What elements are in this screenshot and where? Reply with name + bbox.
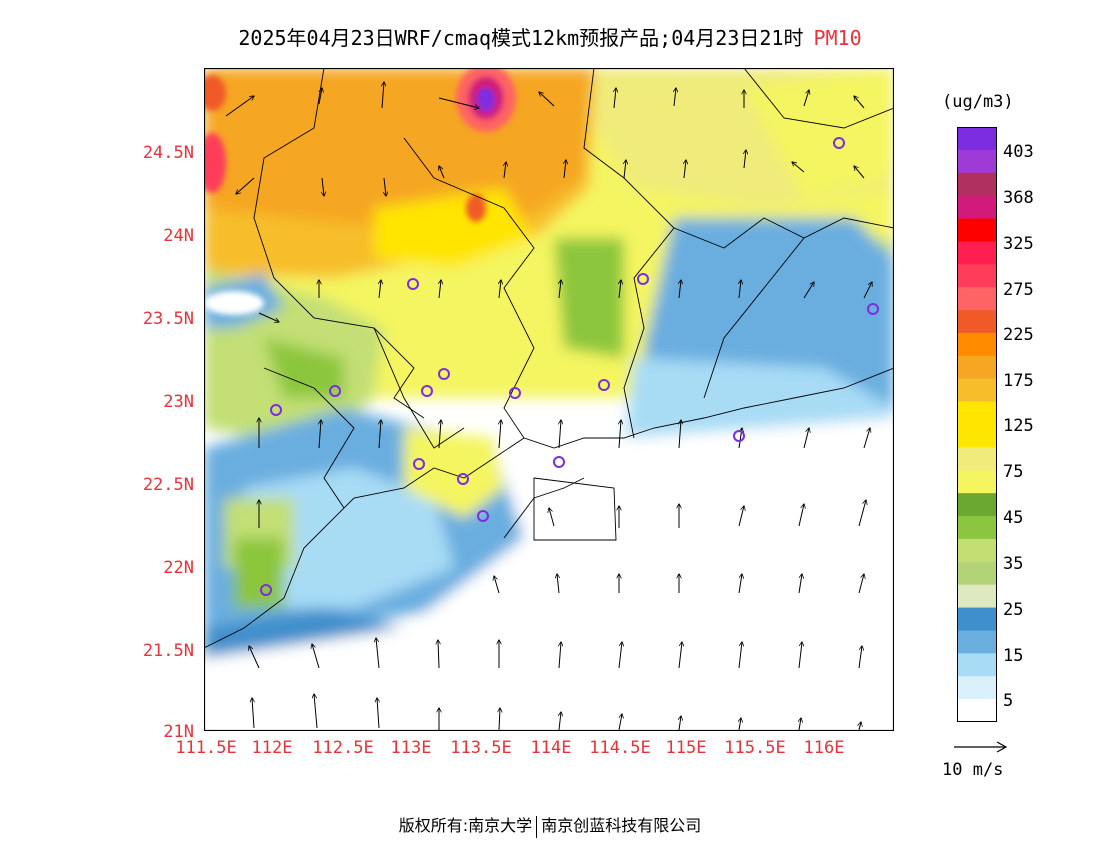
x-tick-label: 113.5E — [450, 738, 512, 758]
x-tick-label: 116E — [803, 738, 845, 758]
y-tick-label: 24N — [163, 226, 194, 246]
y-tick-label: 21N — [163, 722, 194, 742]
footer-divider — [536, 815, 538, 838]
colorbar-segment — [957, 676, 997, 700]
colorbar-label: 325 — [1003, 234, 1034, 254]
pm10-forecast-map — [204, 68, 894, 731]
colorbar-segment — [957, 172, 997, 197]
colorbar-segment — [957, 607, 997, 631]
colorbar-segment — [957, 538, 997, 563]
colorbar-label: 403 — [1003, 142, 1034, 162]
x-tick-label: 114.5E — [589, 738, 651, 758]
x-tick-label: 112E — [251, 738, 293, 758]
colorbar-segment — [957, 470, 997, 494]
colorbar-unit: (ug/m3) — [942, 92, 1014, 112]
title-text: 2025年04月23日WRF/cmaq模式12km预报产品;04月23日21时 — [238, 26, 804, 50]
colorbar-segment — [957, 561, 997, 586]
concentration-field — [204, 68, 894, 731]
wind-vectors — [225, 82, 872, 731]
x-tick-label: 114E — [530, 738, 572, 758]
colorbar-segment — [957, 218, 997, 242]
colorbar-segment — [957, 630, 997, 654]
x-tick-label: 111.5E — [175, 738, 237, 758]
colorbar-segment — [957, 584, 997, 609]
x-tick-label: 115E — [665, 738, 707, 758]
copyright-company: 南京创蓝科技有限公司 — [541, 816, 702, 835]
map-title: 2025年04月23日WRF/cmaq模式12km预报产品;04月23日21时 P… — [0, 22, 1100, 51]
colorbar-segment — [957, 401, 997, 425]
colorbar-segment — [957, 127, 997, 151]
title-variable: PM10 — [813, 26, 862, 50]
colorbar-segment — [957, 378, 997, 403]
colorbar-segment — [957, 332, 997, 357]
colorbar-label: 15 — [1003, 646, 1024, 666]
wind-scale-arrow-icon — [954, 741, 1008, 753]
colorbar-label: 5 — [1003, 691, 1014, 711]
colorbar-label: 75 — [1003, 462, 1024, 482]
y-tick-label: 22.5N — [142, 475, 194, 495]
colorbar-frame — [957, 127, 997, 722]
colorbar-label: 45 — [1003, 508, 1024, 528]
colorbar-segment — [957, 355, 997, 380]
map-frame — [204, 68, 894, 731]
colorbar-label: 368 — [1003, 188, 1034, 208]
colorbar-segment — [957, 699, 997, 722]
colorbar-label: 225 — [1003, 325, 1034, 345]
station-markers — [260, 89, 879, 596]
y-tick-label: 22N — [163, 558, 194, 578]
colorbar-segment — [957, 241, 997, 265]
copyright: 版权所有:南京大学 南京创蓝科技有限公司 — [0, 812, 1100, 838]
colorbar-segment — [957, 516, 997, 540]
colorbar-label: 35 — [1003, 554, 1024, 574]
colorbar-label: 275 — [1003, 280, 1034, 300]
copyright-owner: 版权所有:南京大学 — [398, 816, 533, 835]
y-tick-label: 21.5N — [142, 641, 194, 661]
y-tick-label: 24.5N — [142, 143, 194, 163]
x-tick-label: 112.5E — [312, 738, 374, 758]
boundaries — [204, 68, 894, 649]
colorbar-segment — [957, 310, 997, 334]
x-tick-label: 113E — [390, 738, 432, 758]
wind-scale-label: 10 m/s — [942, 760, 1004, 780]
colorbar-segment — [957, 447, 997, 471]
colorbar — [957, 127, 997, 722]
y-tick-label: 23.5N — [142, 309, 194, 329]
colorbar-segment — [957, 653, 997, 677]
x-tick-label: 115.5E — [724, 738, 786, 758]
colorbar-label: 25 — [1003, 600, 1024, 620]
y-tick-label: 23N — [163, 392, 194, 412]
colorbar-segment — [957, 149, 997, 174]
colorbar-label: 175 — [1003, 371, 1034, 391]
colorbar-segment — [957, 264, 997, 288]
colorbar-segment — [957, 287, 997, 311]
colorbar-label: 125 — [1003, 416, 1034, 436]
colorbar-segment — [957, 493, 997, 517]
colorbar-segment — [957, 195, 997, 220]
colorbar-segment — [957, 424, 997, 448]
